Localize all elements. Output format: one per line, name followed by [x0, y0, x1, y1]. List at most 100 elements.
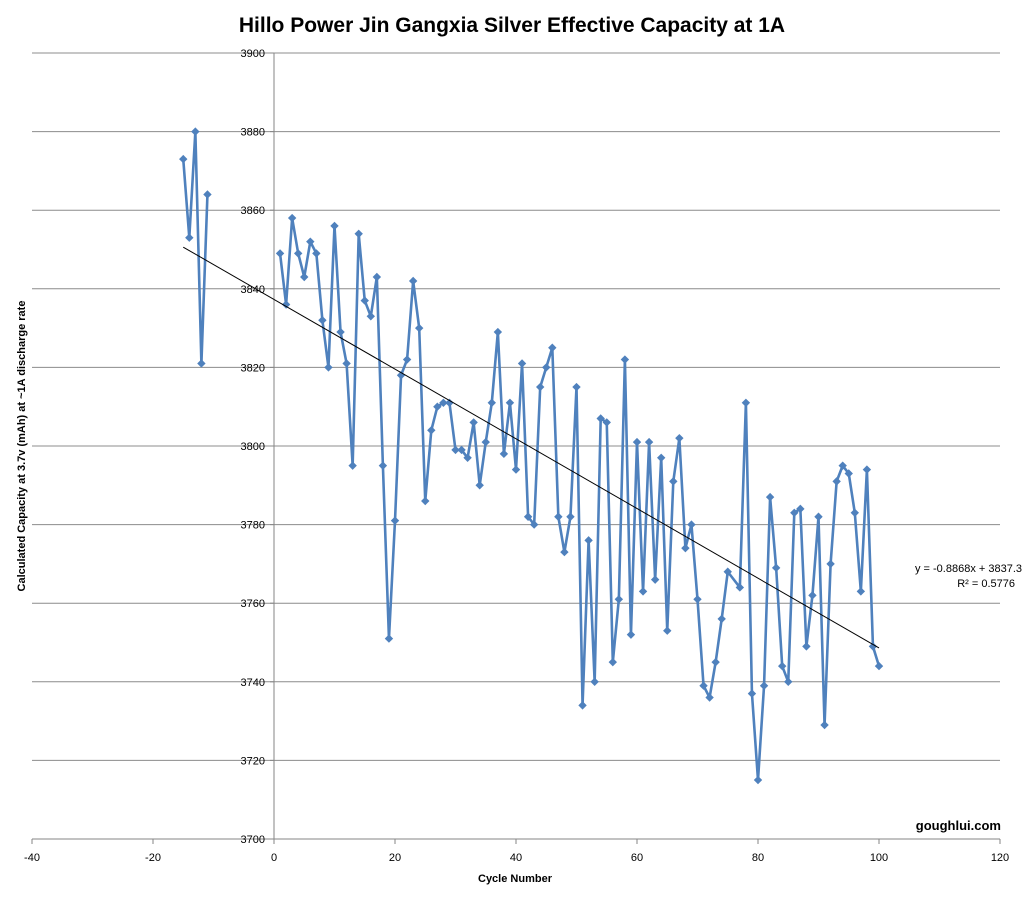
data-point-marker — [517, 359, 527, 368]
data-point-marker — [638, 587, 648, 596]
data-point-marker — [808, 591, 817, 600]
data-point-marker — [197, 359, 206, 368]
y-tick-label: 3820 — [241, 362, 265, 374]
data-point-marker — [415, 323, 424, 333]
data-point-marker — [548, 343, 557, 352]
data-point-marker — [844, 469, 853, 478]
y-tick-labels: 3700 3720 3740 3760 3780 3800 3820 3840 3860 3880… — [241, 48, 265, 846]
x-tick-label: 120 — [991, 852, 1009, 864]
data-point-marker — [294, 249, 303, 258]
data-point-marker — [481, 437, 490, 447]
data-point-marker — [348, 461, 357, 470]
data-point-marker — [814, 512, 823, 521]
data-point-marker — [723, 567, 732, 576]
data-point-marker — [191, 127, 200, 136]
data-point-marker — [765, 492, 775, 502]
y-tick-label: 3800 — [241, 441, 265, 453]
x-tick-label: -40 — [24, 852, 40, 864]
data-point-marker — [681, 543, 690, 553]
data-point-marker — [608, 657, 617, 667]
data-point-marker — [856, 587, 866, 596]
data-point-marker — [529, 520, 539, 529]
data-point-marker — [614, 595, 624, 604]
data-point-marker — [499, 449, 509, 459]
data-point-marker — [796, 504, 805, 514]
data-point-marker — [657, 453, 666, 462]
x-tick-label: 20 — [389, 852, 401, 864]
watermark-text: goughlui.com — [916, 818, 1001, 833]
data-point-marker — [281, 300, 291, 309]
data-point-marker — [753, 775, 763, 785]
data-point-marker — [832, 477, 841, 486]
data-point-marker — [306, 237, 315, 246]
data-point-marker — [632, 437, 642, 447]
data-point-marker — [868, 642, 878, 651]
data-point-marker — [602, 418, 611, 427]
data-point-marker — [330, 221, 339, 231]
y-tick-label: 3900 — [241, 48, 265, 60]
data-point-marker — [802, 642, 811, 651]
data-point-marker — [475, 481, 484, 490]
data-point-marker — [427, 426, 436, 435]
data-point-marker — [644, 437, 654, 447]
data-point-marker — [336, 327, 345, 337]
data-point-marker — [687, 520, 696, 529]
data-point-marker — [560, 547, 569, 557]
data-point-marker — [511, 465, 521, 474]
data-point-marker — [771, 563, 781, 573]
data-point-marker — [402, 355, 412, 364]
data-point-marker — [578, 701, 587, 710]
data-point-marker — [584, 536, 593, 545]
series-group — [181, 130, 881, 782]
markers-group — [179, 127, 884, 785]
y-tick-label: 3760 — [241, 598, 265, 610]
data-point-marker — [542, 363, 551, 372]
data-point-marker — [457, 445, 466, 455]
data-point-marker — [487, 398, 496, 407]
data-point-marker — [826, 559, 835, 569]
data-point-marker — [759, 681, 769, 690]
data-point-marker — [705, 693, 714, 702]
data-point-marker — [874, 661, 884, 671]
data-point-marker — [275, 249, 285, 258]
y-tick-label: 3880 — [241, 127, 265, 139]
data-point-marker — [287, 213, 297, 223]
data-point-marker — [626, 630, 636, 639]
data-point-marker — [451, 445, 460, 455]
series-line — [181, 130, 209, 365]
y-axis-title: Calculated Capacity at 3.7v (mAh) at ~1A… — [16, 301, 28, 592]
data-point-marker — [445, 398, 454, 407]
data-point-marker — [650, 575, 660, 584]
data-point-marker — [378, 461, 388, 470]
data-point-marker — [179, 154, 188, 164]
axes — [31, 52, 1001, 844]
data-point-marker — [620, 355, 630, 364]
data-point-marker — [366, 312, 375, 321]
x-tick-label: -20 — [145, 852, 161, 864]
y-tick-label: 3720 — [241, 755, 265, 767]
data-point-marker — [312, 249, 321, 258]
y-tick-label: 3840 — [241, 284, 265, 296]
data-point-marker — [505, 398, 515, 407]
data-point-marker — [790, 508, 799, 518]
data-point-marker — [663, 626, 672, 635]
data-point-marker — [372, 272, 382, 282]
data-point-marker — [717, 614, 726, 624]
data-point-marker — [741, 398, 751, 407]
x-tick-label: 60 — [631, 852, 643, 864]
gridlines — [32, 52, 1000, 840]
data-point-marker — [554, 512, 563, 521]
data-point-marker — [433, 402, 442, 411]
x-tick-label: 40 — [510, 852, 522, 864]
data-point-marker — [185, 233, 194, 242]
x-tick-label: 100 — [870, 852, 888, 864]
x-tick-label: 80 — [752, 852, 764, 864]
data-point-marker — [203, 190, 212, 199]
data-point-marker — [396, 371, 406, 380]
trendline-r-squared: R² = 0.5776 — [957, 578, 1015, 590]
data-point-marker — [693, 595, 702, 604]
data-point-marker — [572, 382, 581, 392]
data-point-marker — [735, 583, 745, 592]
data-point-marker — [850, 508, 859, 518]
